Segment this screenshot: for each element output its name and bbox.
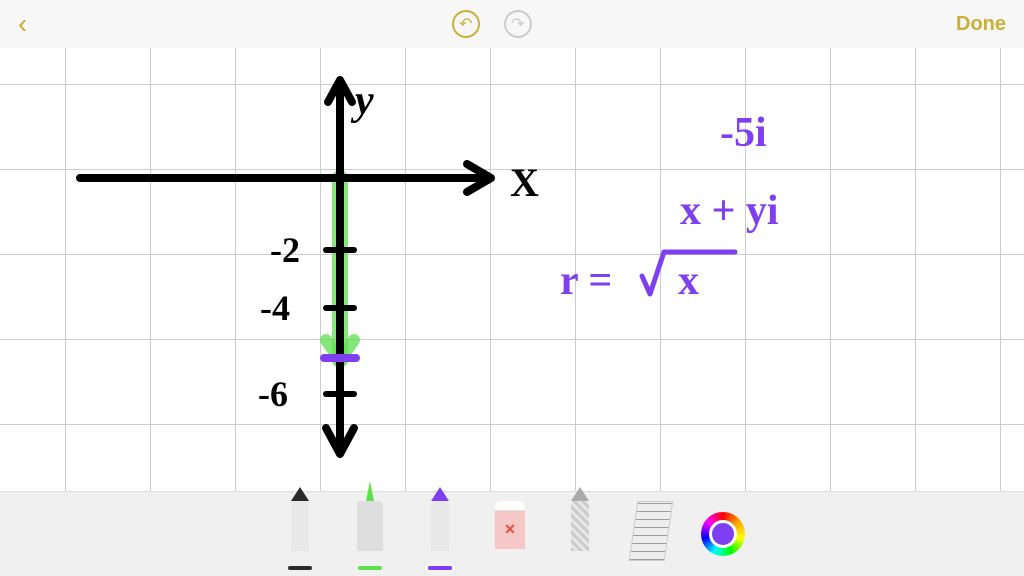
smudge-tool[interactable] [559,501,601,576]
pen-indicator [288,566,312,570]
back-button[interactable]: ‹ [18,8,27,40]
redo-button: ↷ [504,10,532,38]
current-color-swatch [709,520,737,548]
pencil-indicator [428,566,452,570]
pen-tool[interactable] [279,501,321,576]
svg-text:x: x [678,258,699,304]
tool-tray: ✕ [0,491,1024,576]
svg-text:X: X [510,160,539,205]
done-button[interactable]: Done [956,13,1006,36]
highlighter-indicator [358,566,382,570]
color-picker[interactable] [701,512,745,556]
svg-text:-5i: -5i [720,110,767,156]
svg-text:x + yi: x + yi [680,188,779,234]
svg-text:-4: -4 [260,288,290,328]
toolbar-right: Done [956,13,1006,36]
svg-text:-6: -6 [258,374,288,414]
eraser-x-icon: ✕ [504,521,516,538]
eraser-tool[interactable]: ✕ [489,501,531,576]
pencil-tool[interactable] [419,501,461,576]
drawing-layer: Xy-2-4-6-5ix + yir =x [0,48,1024,491]
toolbar-left: ‹ [18,8,27,40]
highlighter-tool[interactable] [349,501,391,576]
svg-text:-2: -2 [270,230,300,270]
drawing-canvas[interactable]: Xy-2-4-6-5ix + yir =x [0,48,1024,491]
toolbar-center: ↶ ↷ [27,10,956,38]
ruler-tool[interactable] [629,501,673,576]
undo-button[interactable]: ↶ [452,10,480,38]
svg-text:r =: r = [560,258,612,304]
top-toolbar: ‹ ↶ ↷ Done [0,0,1024,48]
